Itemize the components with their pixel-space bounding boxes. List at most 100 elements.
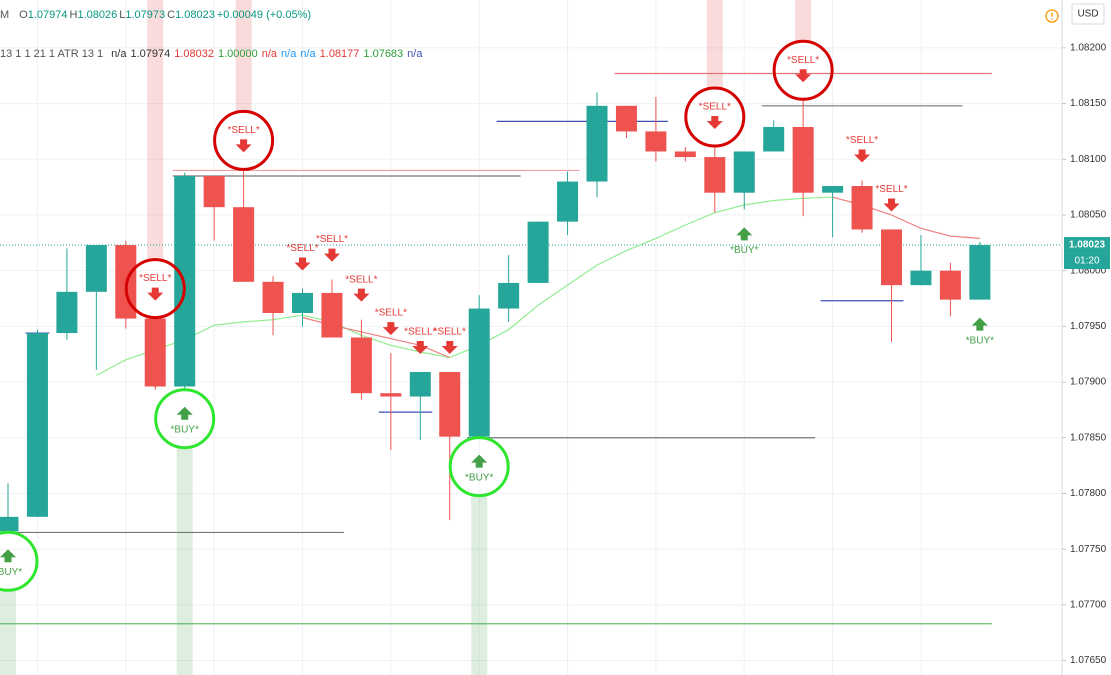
y-tick-label: 1.08100 xyxy=(1070,154,1107,165)
candle-body xyxy=(498,282,520,309)
candle-body xyxy=(792,126,814,193)
sell-label: *SELL* xyxy=(286,243,318,254)
last-price-box xyxy=(1064,237,1110,254)
sell-highlight xyxy=(772,39,834,101)
sell-label: *SELL* xyxy=(139,273,171,284)
candle-body xyxy=(233,207,255,282)
buy-arrow xyxy=(0,549,16,563)
candle-body xyxy=(557,181,579,222)
candle-body xyxy=(822,186,844,193)
ohlc-header: M O 1.07974 H 1.08026 L 1.07973 C 1.08023 +0.0004… xyxy=(0,9,313,21)
candle-body xyxy=(0,516,19,532)
currency-box[interactable] xyxy=(1071,3,1105,25)
countdown: 01:20 xyxy=(1074,256,1099,267)
sell-label: *SELL* xyxy=(375,308,407,319)
candle-body xyxy=(56,291,78,334)
indicator-value: n/a xyxy=(261,48,278,60)
sell-arrow xyxy=(323,248,340,262)
candle-body xyxy=(910,270,932,286)
countdown-box xyxy=(1064,253,1110,270)
sell-arrow xyxy=(854,149,871,163)
alert-icon-dot xyxy=(1051,18,1053,20)
sell-arrow xyxy=(294,257,311,271)
buy-label: *BUY* xyxy=(730,245,758,256)
buy-arrow xyxy=(176,406,193,420)
indicator-name: 13 1 1 21 1 ATR 13 1 xyxy=(0,48,104,60)
ohlc-change: +0.00049 (+0.05%) xyxy=(216,9,312,21)
indicator-row: 13 1 1 21 1 ATR 13 1 n/a 1.07974 1.08032 1.0… xyxy=(0,48,422,60)
candle-body xyxy=(615,105,637,132)
y-tick-label: 1.07800 xyxy=(1070,488,1107,499)
sell-arrow xyxy=(147,287,164,301)
sell-arrow xyxy=(795,69,812,83)
ohlc-value: 1.07973 xyxy=(125,9,166,21)
sell-arrow xyxy=(883,198,900,212)
candle-body xyxy=(733,151,755,193)
candle-body xyxy=(439,372,461,437)
last-price-label: 1.08023 xyxy=(1069,240,1106,251)
buy-label: *BUY* xyxy=(171,424,199,435)
candle-body xyxy=(350,337,372,394)
candle-body xyxy=(527,221,549,283)
sell-arrow xyxy=(382,322,399,336)
ohlc-value: 1.08026 xyxy=(77,9,118,21)
indicator-value: n/a xyxy=(111,48,127,60)
y-tick-label: 1.08200 xyxy=(1070,43,1107,54)
ohlc-label: L xyxy=(119,9,126,21)
ohlc-label: C xyxy=(167,9,176,21)
sell-label: *SELL* xyxy=(434,327,466,338)
sell-label: *SELL* xyxy=(875,184,907,195)
buy-arrow xyxy=(471,454,488,468)
indicator-value: 1.08032 xyxy=(174,48,214,60)
indicator-value: 1.07974 xyxy=(130,48,171,60)
candle-body xyxy=(704,157,726,193)
ohlc-label: O xyxy=(19,9,28,21)
indicator-value: n/a xyxy=(407,48,423,60)
sell-highlight xyxy=(124,258,186,320)
y-tick-label: 1.07900 xyxy=(1070,377,1107,388)
candle-body xyxy=(763,126,785,152)
indicator-value: 1.08177 xyxy=(319,48,360,60)
candle-body xyxy=(645,131,667,152)
buy-label: *BUY* xyxy=(0,567,22,578)
sell-arrow xyxy=(353,288,370,302)
candle-body xyxy=(292,292,313,313)
indicator-value: 1.07683 xyxy=(363,48,404,60)
ohlc-value: 1.07974 xyxy=(27,9,68,21)
indicator-value: 1.00000 xyxy=(217,48,258,60)
y-tick-label: 1.07950 xyxy=(1070,321,1107,332)
candle-body xyxy=(321,292,343,338)
sell-label: *SELL* xyxy=(227,125,259,136)
candle-body xyxy=(409,372,431,397)
sell-label: *SELL* xyxy=(846,135,878,146)
candle-body xyxy=(144,318,166,387)
buy-label: *BUY* xyxy=(465,472,493,483)
candle-body xyxy=(939,270,961,300)
ohlc-value: 1.08023 xyxy=(175,9,215,21)
buy-highlight xyxy=(448,436,510,498)
sell-label: *SELL* xyxy=(699,102,731,113)
buy-band xyxy=(176,446,193,675)
indicator-value: n/a xyxy=(281,48,297,60)
sell-arrow xyxy=(441,341,458,355)
y-tick-label: 1.07700 xyxy=(1070,599,1107,610)
alert-icon[interactable] xyxy=(1045,9,1059,23)
moving-average xyxy=(96,196,833,376)
sell-band xyxy=(706,0,723,90)
candle-body xyxy=(881,229,902,286)
buy-band xyxy=(0,589,16,675)
sell-label: *SELL* xyxy=(787,55,819,66)
signal-bands xyxy=(0,0,812,675)
sell-label: *SELL* xyxy=(345,274,377,285)
sell-highlight xyxy=(684,86,746,148)
ohlc-values: O 1.07974 H 1.08026 L 1.07973 C 1.08023 +0.00049… xyxy=(19,9,313,21)
buy-label: *BUY* xyxy=(966,335,994,346)
indicator-value: n/a xyxy=(300,48,316,60)
buy-band xyxy=(471,494,488,675)
interval: M xyxy=(0,9,10,21)
y-tick-label: 1.07750 xyxy=(1070,544,1107,555)
candle-body xyxy=(26,333,48,517)
candle-body xyxy=(851,186,873,230)
